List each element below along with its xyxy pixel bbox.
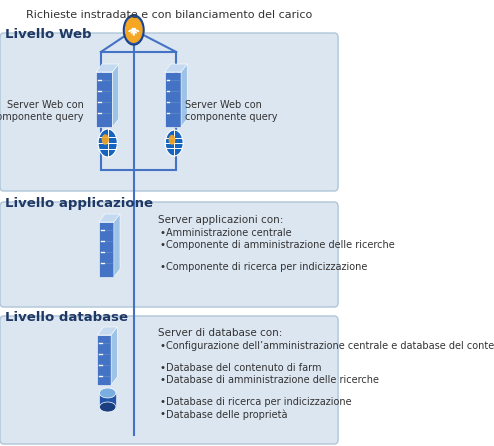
Polygon shape xyxy=(96,64,119,72)
Polygon shape xyxy=(111,327,117,385)
Polygon shape xyxy=(97,327,117,335)
Polygon shape xyxy=(99,214,120,222)
Polygon shape xyxy=(99,393,116,407)
Text: Server applicazioni con:: Server applicazioni con: xyxy=(158,215,283,225)
Text: •: • xyxy=(159,397,165,407)
Text: Livello applicazione: Livello applicazione xyxy=(5,197,154,210)
Text: Server Web con
componente query: Server Web con componente query xyxy=(0,100,83,122)
Text: Componente di amministrazione delle ricerche: Componente di amministrazione delle rice… xyxy=(166,240,395,250)
Text: Server di database con:: Server di database con: xyxy=(158,328,282,338)
Text: Configurazione dell’amministrazione centrale e database del contenuto: Configurazione dell’amministrazione cent… xyxy=(166,341,494,351)
Text: Database del contenuto di farm: Database del contenuto di farm xyxy=(166,363,322,373)
Polygon shape xyxy=(96,72,113,127)
Polygon shape xyxy=(113,64,119,127)
Text: Database delle proprietà: Database delle proprietà xyxy=(166,409,288,420)
Polygon shape xyxy=(165,72,181,127)
Ellipse shape xyxy=(99,388,116,398)
Circle shape xyxy=(165,130,183,156)
Polygon shape xyxy=(99,222,114,277)
Text: Database di amministrazione delle ricerche: Database di amministrazione delle ricerc… xyxy=(166,375,379,385)
Text: •: • xyxy=(159,375,165,385)
Text: Server Web con
componente query: Server Web con componente query xyxy=(185,100,278,122)
Circle shape xyxy=(125,17,143,43)
Text: •: • xyxy=(159,363,165,373)
Ellipse shape xyxy=(99,402,116,412)
Text: •: • xyxy=(159,240,165,250)
FancyBboxPatch shape xyxy=(0,316,338,444)
Circle shape xyxy=(102,134,109,145)
Polygon shape xyxy=(181,64,187,127)
Text: Richieste instradate e con bilanciamento del carico: Richieste instradate e con bilanciamento… xyxy=(26,10,313,20)
Circle shape xyxy=(168,135,175,145)
Text: Database di ricerca per indicizzazione: Database di ricerca per indicizzazione xyxy=(166,397,352,407)
Polygon shape xyxy=(114,214,120,277)
FancyBboxPatch shape xyxy=(0,202,338,307)
Text: •: • xyxy=(159,262,165,272)
Text: Amministrazione centrale: Amministrazione centrale xyxy=(166,228,291,238)
Text: •: • xyxy=(159,409,165,419)
Text: Livello database: Livello database xyxy=(5,311,128,324)
FancyBboxPatch shape xyxy=(0,33,338,191)
Polygon shape xyxy=(165,64,187,72)
Text: Livello Web: Livello Web xyxy=(5,28,92,41)
Text: Componente di ricerca per indicizzazione: Componente di ricerca per indicizzazione xyxy=(166,262,368,272)
Circle shape xyxy=(98,129,117,157)
Text: •: • xyxy=(159,341,165,351)
Polygon shape xyxy=(97,335,111,385)
Circle shape xyxy=(124,15,144,45)
Text: •: • xyxy=(159,228,165,238)
